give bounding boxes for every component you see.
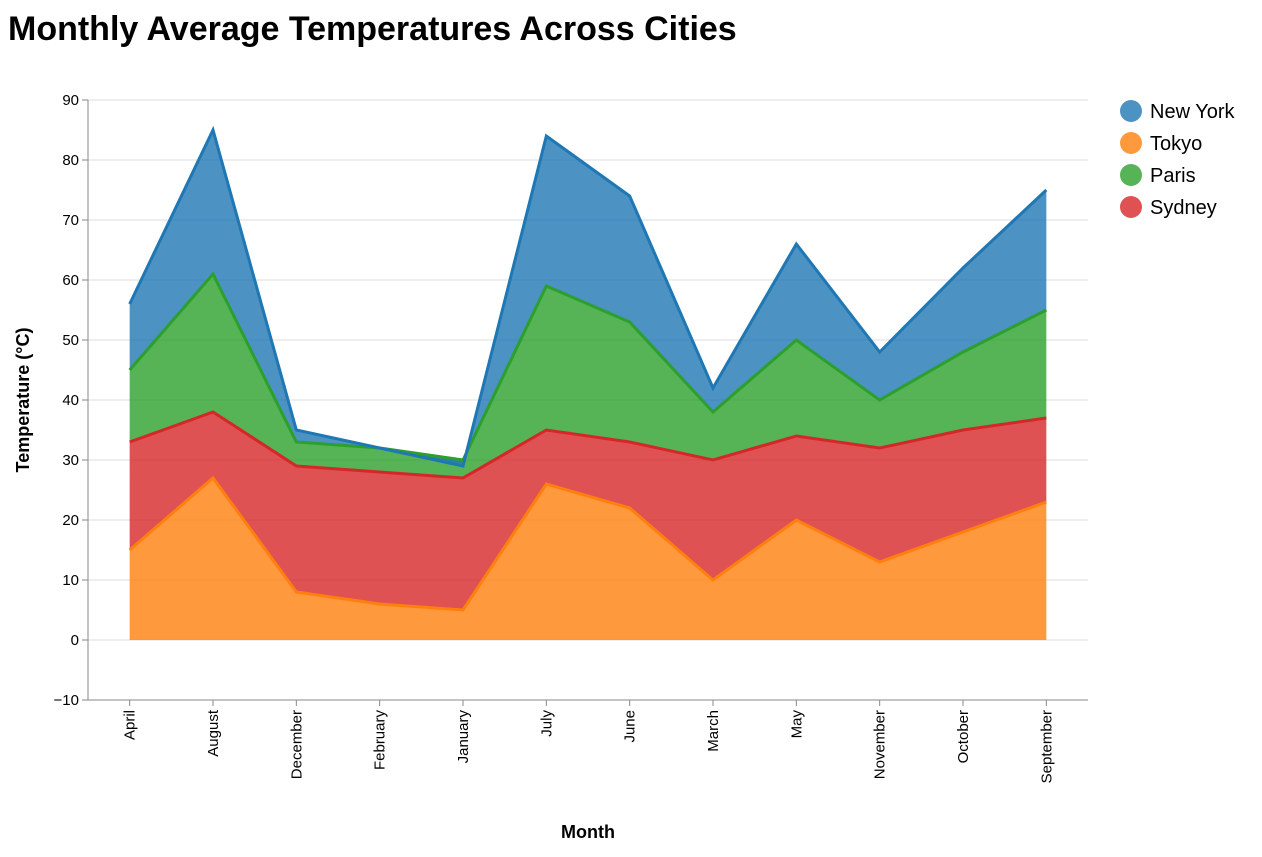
legend-symbol (1120, 100, 1142, 122)
line-sydney (129, 410, 1047, 480)
x-tick-label: May (788, 710, 805, 739)
legend-symbol (1120, 164, 1142, 186)
axes: −10 0 10 20 30 40 50 60 70 80 90 April August Decembe… (54, 92, 1088, 783)
x-tick-label: November (872, 710, 889, 779)
y-tick-label: 40 (62, 392, 79, 409)
legend-symbol (1120, 132, 1142, 154)
x-tick-label: April (122, 710, 139, 740)
line-paris (128, 271, 1048, 462)
area-sydney (129, 412, 1047, 610)
line-new-york (128, 125, 1048, 468)
x-tick-label: July (538, 710, 555, 737)
y-tick-label: 90 (62, 92, 79, 109)
x-tick-label: February (372, 710, 389, 771)
x-tick-label: September (1038, 710, 1055, 783)
x-tick-label: December (288, 710, 305, 779)
area-new-york (129, 130, 1047, 466)
legend-label: New York (1150, 101, 1235, 123)
y-tick-label: 80 (62, 152, 79, 169)
x-tick-label: March (705, 710, 722, 752)
x-tick-label: June (622, 710, 639, 743)
area-tokyo (129, 478, 1047, 640)
line-tokyo (128, 475, 1047, 612)
legend-label: Paris (1150, 165, 1196, 187)
legend-label: Sydney (1150, 197, 1217, 219)
x-tick-label: August (205, 709, 222, 757)
y-tick-label: 0 (71, 632, 79, 649)
legend: New York Tokyo Paris Sydney (1120, 100, 1235, 219)
x-tick-label: October (955, 710, 972, 763)
legend-label: Tokyo (1150, 133, 1202, 155)
area-paris (129, 274, 1047, 478)
y-tick-label: 50 (62, 332, 79, 349)
x-axis-label: Month (561, 822, 615, 842)
y-tick-label: 20 (62, 512, 79, 529)
y-tick-label: 10 (62, 572, 79, 589)
y-axis-label: Temperature (°C) (13, 328, 33, 473)
y-tick-label: 60 (62, 272, 79, 289)
y-tick-label: 70 (62, 212, 79, 229)
legend-symbol (1120, 196, 1142, 218)
x-tick-label: January (455, 710, 472, 764)
chart-title: Monthly Average Temperatures Across Citi… (8, 10, 737, 48)
series-lines (128, 125, 1048, 612)
y-tick-label: 30 (62, 452, 79, 469)
y-tick-label: −10 (54, 692, 79, 709)
series-areas (129, 130, 1047, 640)
